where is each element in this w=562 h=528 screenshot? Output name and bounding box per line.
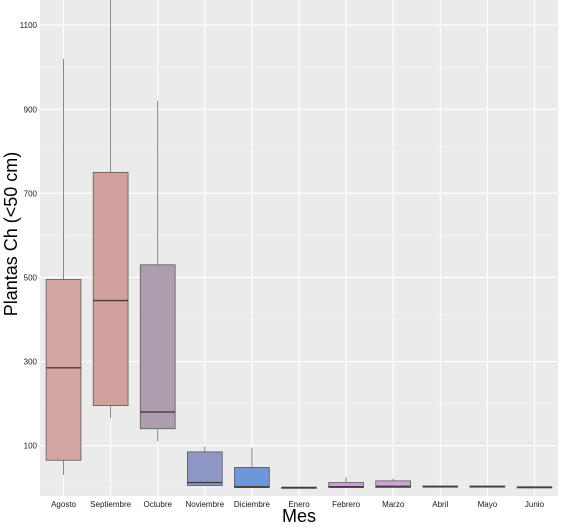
x-tick-label: Diciembre [234, 500, 271, 509]
x-tick-label: Junio [525, 500, 545, 509]
box-body [139, 264, 176, 430]
x-tick-label: Marzo [382, 500, 405, 509]
y-axis-title: Plantas Ch (<50 cm) [1, 152, 21, 317]
y-tick-label: 900 [24, 105, 38, 114]
x-tick-label: Octubre [143, 500, 172, 509]
y-tick-labels: 100 300 500 700 900 1100 [20, 21, 38, 450]
box-junio [516, 486, 553, 489]
box-body [186, 451, 223, 486]
box-body [45, 279, 82, 461]
box-febrero [328, 477, 364, 488]
x-tick-label: Noviembre [185, 500, 224, 509]
box-diciembre [234, 447, 270, 488]
box-body [234, 467, 270, 488]
box-agosto [45, 58, 82, 475]
x-tick-label: Abril [432, 500, 448, 509]
y-tick-label: 1100 [20, 21, 38, 30]
y-tick-label: 100 [24, 442, 38, 451]
box-body [92, 171, 129, 407]
x-axis-title: Mes [282, 506, 316, 526]
y-tick-label: 300 [24, 357, 38, 366]
box-noviembre [186, 446, 223, 486]
box-octubre [139, 100, 176, 442]
y-tick-label: 500 [24, 273, 38, 282]
box-marzo [375, 478, 412, 488]
x-tick-label: Enero [288, 500, 310, 509]
x-tick-labels: Agosto Septiembre Octubre Noviembre Diciembr… [51, 500, 544, 509]
x-tick-label: Febrero [332, 500, 361, 509]
box-body [375, 480, 412, 488]
x-tick-label: Septiembre [90, 500, 131, 509]
x-tick-label: Mayo [478, 500, 498, 509]
box-body [328, 482, 364, 488]
box-septiembre [92, 0, 129, 419]
box-enero [281, 486, 317, 489]
y-tick-label: 700 [24, 189, 38, 198]
x-tick-label: Agosto [51, 500, 76, 509]
box-mayo [469, 485, 506, 488]
box-abril [422, 485, 459, 488]
boxes [45, 0, 553, 489]
